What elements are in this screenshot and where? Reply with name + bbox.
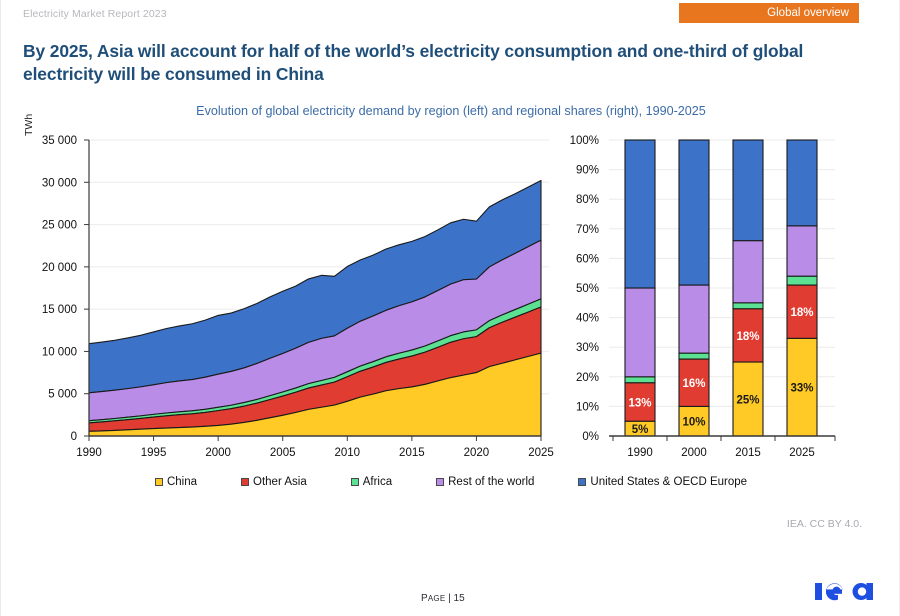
- bar-segment: [786, 225, 818, 277]
- bar-segment: [624, 287, 656, 378]
- left-chart-x-tick-label: 2010: [334, 447, 360, 459]
- page-title: By 2025, Asia will account for half of t…: [23, 41, 804, 85]
- section-banner-label: Global overview: [767, 7, 849, 19]
- legend-swatch-icon: [241, 478, 250, 486]
- left-chart-y-tick-label: 10 000: [42, 346, 77, 358]
- legend-item: United States & OECD Europe: [578, 476, 747, 488]
- legend-item: Rest of the world: [436, 476, 534, 488]
- right-chart-x-tick-label: 2000: [681, 447, 707, 459]
- right-chart-y-tick-label: 50%: [576, 283, 599, 295]
- left-chart-y-tick-label: 0: [71, 431, 77, 443]
- left-chart-x-tick-label: 2015: [399, 447, 425, 459]
- iea-logo-letter-e-bar: [826, 589, 842, 594]
- bar-segment: [678, 405, 710, 437]
- figure-caption: Evolution of global electricity demand b…: [196, 104, 706, 118]
- left-chart-x-tick-label: 2025: [528, 447, 554, 459]
- legend-item: Africa: [350, 476, 393, 488]
- legend-item: China: [154, 476, 198, 488]
- bar-segment: [624, 139, 656, 289]
- legend-label: United States & OECD Europe: [590, 476, 748, 488]
- page-number-prefix: PAGE: [421, 593, 446, 604]
- right-chart-y-tick-label: 80%: [576, 194, 599, 206]
- right-chart-x-tick-label: 1990: [627, 447, 653, 459]
- left-chart-x-tick-label: 2000: [205, 447, 231, 459]
- left-chart-y-tick-label: 20 000: [42, 262, 77, 274]
- right-chart-y-tick-label: 60%: [576, 253, 599, 265]
- left-chart-y-tick-label: 30 000: [42, 177, 77, 189]
- bar-segment-value-label: 25%: [736, 395, 759, 407]
- bar-segment-value-label: 16%: [682, 378, 705, 390]
- bar-segment: [624, 376, 656, 384]
- left-chart-x-tick-label: 1995: [141, 447, 167, 459]
- right-chart-x-tick-label: 2025: [789, 447, 815, 459]
- legend-label: Other Asia: [253, 476, 307, 488]
- iea-logo: [815, 583, 873, 601]
- left-chart-x-tick-label: 2005: [270, 447, 296, 459]
- left-chart-y-tick-label: 25 000: [42, 220, 77, 232]
- left-chart-y-axis-unit: TWh: [23, 113, 35, 136]
- legend-item: Other Asia: [241, 476, 307, 488]
- bar-segment: [786, 275, 818, 286]
- bar-segment-value-label: 18%: [736, 331, 759, 343]
- bar-segment: [786, 337, 818, 437]
- charts-container: TWh 0 5 000 10 000 15 000 20 000 25 000 30 000…: [1, 114, 899, 466]
- bar-segment-value-label: 18%: [790, 307, 813, 319]
- legend-label: China: [166, 476, 198, 488]
- legend-swatch-icon: [154, 478, 163, 486]
- legend-label: Africa: [362, 476, 393, 488]
- left-chart-x-tick-label: 2020: [464, 447, 490, 459]
- legend-swatch-icon: [436, 478, 445, 486]
- bar-segment: [732, 139, 764, 242]
- iea-logo-letter-a: [852, 583, 873, 600]
- legend-label: Rest of the world: [448, 476, 535, 488]
- right-chart-x-tick-label: 2015: [735, 447, 761, 459]
- bar-segment: [678, 284, 710, 354]
- right-chart-y-tick-label: 20%: [576, 372, 599, 384]
- bar-segment-value-label: 33%: [790, 383, 813, 395]
- bar-segment: [678, 358, 710, 407]
- bar-segment: [624, 382, 656, 422]
- bar-segment: [732, 302, 764, 310]
- right-chart-y-tick-label: 0%: [582, 431, 599, 443]
- legend-swatch-icon: [578, 478, 587, 486]
- page-number-value: | 15: [448, 593, 465, 604]
- left-chart-y-tick-label: 15 000: [42, 304, 77, 316]
- right-chart-y-tick-label: 10%: [576, 401, 599, 413]
- credit-line: IEA. CC BY 4.0.: [786, 518, 862, 530]
- iea-logo-letter-i: [815, 583, 822, 600]
- bar-segment-value-label: 13%: [628, 397, 651, 409]
- right-chart-y-tick-label: 30%: [576, 342, 599, 354]
- iea-logo-letter-e: [826, 583, 843, 601]
- right-chart-y-tick-label: 90%: [576, 165, 599, 177]
- left-chart-y-tick-label: 5 000: [48, 389, 77, 401]
- bar-segment: [732, 308, 764, 363]
- bar-segment: [678, 139, 710, 286]
- bar-segment: [678, 352, 710, 360]
- running-head: Electricity Market Report 2023: [23, 8, 167, 20]
- left-chart-y-tick-label: 35 000: [42, 135, 77, 147]
- left-chart-x-tick-label: 1990: [76, 447, 102, 459]
- chart-legend: China Other Asia Africa Rest of the world Un…: [1, 476, 899, 488]
- legend-swatch-icon: [350, 478, 359, 486]
- bar-segment-value-label: 10%: [682, 417, 705, 429]
- right-chart-y-tick-label: 100%: [570, 135, 599, 147]
- bar-segment-value-label: 5%: [632, 424, 649, 436]
- page-number: PAGE | 15: [421, 593, 465, 604]
- bar-segment: [732, 240, 764, 304]
- bar-segment: [786, 139, 818, 227]
- right-chart-y-tick-label: 70%: [576, 224, 599, 236]
- right-chart-y-tick-label: 40%: [576, 313, 599, 325]
- section-banner: Global overview: [679, 3, 859, 23]
- charts-svg: 0 5 000 10 000 15 000 20 000 25 000 30 000 35 0…: [42, 135, 836, 459]
- bar-segment: [786, 284, 818, 339]
